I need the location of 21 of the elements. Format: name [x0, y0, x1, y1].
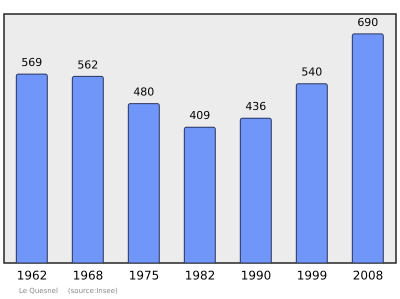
data-label: 409: [189, 109, 210, 122]
bar: [240, 118, 272, 263]
x-tick-label: 1999: [296, 268, 328, 283]
data-label: 690: [357, 16, 378, 29]
bar: [296, 83, 328, 263]
data-label: 569: [21, 56, 42, 70]
x-tick-label: 1990: [240, 268, 272, 283]
x-tick-label: 1975: [128, 268, 160, 283]
x-tick-label: 1962: [16, 268, 48, 283]
x-tick-label: 2008: [352, 268, 384, 283]
x-tick-label: 1982: [184, 268, 216, 283]
bar: [72, 76, 104, 263]
bar: [128, 103, 160, 263]
x-tick-label: 1968: [72, 268, 104, 283]
bar: [16, 74, 48, 263]
bar: [352, 33, 384, 263]
data-label: 562: [77, 58, 98, 72]
data-label: 480: [133, 86, 154, 99]
bar: [184, 126, 216, 263]
data-label: 436: [245, 100, 266, 114]
data-label: 540: [301, 66, 322, 79]
